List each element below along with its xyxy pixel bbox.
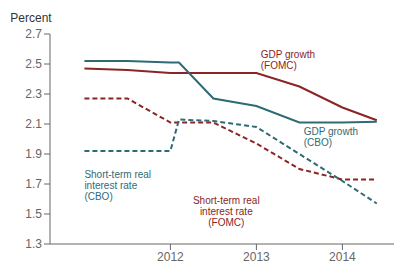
svg-text:1.9: 1.9 bbox=[25, 147, 42, 161]
svg-text:2014: 2014 bbox=[329, 250, 356, 264]
svg-text:2.3: 2.3 bbox=[25, 87, 42, 101]
svg-text:2.1: 2.1 bbox=[25, 117, 42, 131]
svg-text:2.7: 2.7 bbox=[25, 27, 42, 41]
svg-text:GDP growth(CBO): GDP growth(CBO) bbox=[304, 126, 358, 148]
svg-text:1.7: 1.7 bbox=[25, 177, 42, 191]
svg-text:Percent: Percent bbox=[10, 11, 52, 25]
svg-text:1.5: 1.5 bbox=[25, 207, 42, 221]
svg-text:Short-term realinterest rate(F: Short-term realinterest rate(FOMC) bbox=[193, 195, 260, 228]
svg-text:2012: 2012 bbox=[157, 250, 184, 264]
svg-text:GDP growth(FOMC): GDP growth(FOMC) bbox=[261, 49, 315, 71]
svg-text:2.5: 2.5 bbox=[25, 57, 42, 71]
svg-text:Short-term realinterest rate(C: Short-term realinterest rate(CBO) bbox=[84, 169, 151, 202]
svg-text:2013: 2013 bbox=[243, 250, 270, 264]
svg-text:1.3: 1.3 bbox=[25, 237, 42, 251]
